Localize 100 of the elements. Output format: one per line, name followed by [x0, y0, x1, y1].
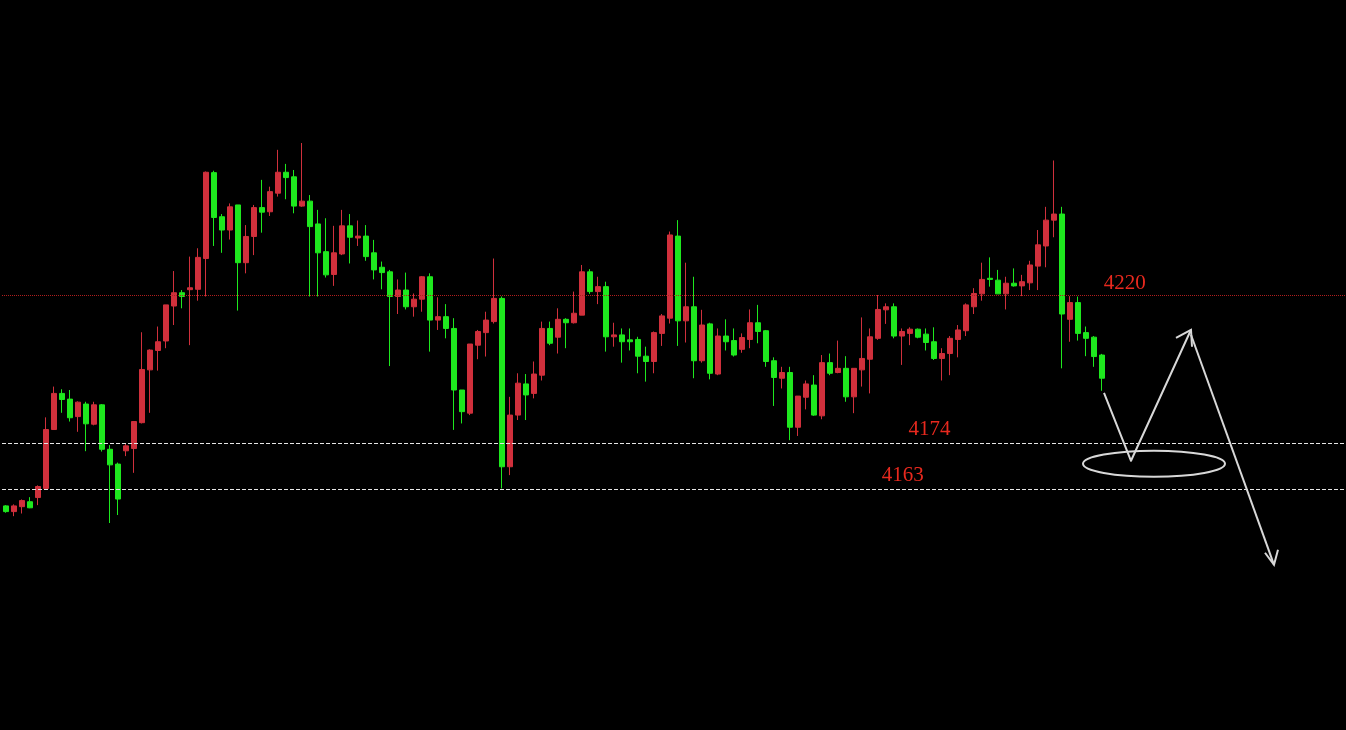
candlestick: [51, 386, 57, 431]
candlestick: [923, 327, 929, 351]
candlestick: [1035, 229, 1041, 291]
candlestick: [955, 324, 961, 358]
candlestick: [1091, 335, 1097, 368]
candlestick: [355, 220, 361, 247]
candlestick: [555, 307, 561, 355]
candlestick: [563, 317, 569, 349]
candlestick: [331, 225, 337, 287]
annotation: 4220: [1103, 269, 1146, 294]
candlestick: [1043, 206, 1049, 268]
candlestick: [643, 346, 649, 383]
candlestick: [211, 170, 217, 247]
candlestick: [891, 302, 897, 339]
candlestick: [291, 169, 297, 214]
candlestick: [11, 503, 17, 517]
candlestick: [723, 318, 729, 351]
candlestick: [579, 264, 585, 316]
candlestick: [1099, 353, 1105, 392]
candlestick: [859, 316, 865, 388]
candlestick: [627, 327, 633, 351]
candlestick: [187, 256, 193, 346]
candlestick: [283, 163, 289, 200]
candlestick: [139, 331, 145, 424]
candlestick: [1083, 326, 1089, 357]
candlestick: [819, 354, 825, 420]
candlestick: [107, 444, 113, 524]
candlestick: [75, 400, 81, 433]
candlestick: [499, 296, 505, 489]
candlestick: [795, 395, 801, 437]
candlestick: [843, 355, 849, 403]
candlestick: [371, 239, 377, 280]
candlestick: [387, 269, 393, 367]
candlestick: [251, 204, 257, 256]
candlestick: [539, 321, 545, 381]
candlestick: [651, 330, 657, 374]
candlestick: [595, 276, 601, 305]
candlestick: [267, 186, 273, 217]
candlestick: [603, 281, 609, 353]
candlestick: [747, 308, 753, 349]
candlestick: [683, 262, 689, 343]
candlestick: [827, 353, 833, 376]
candlestick: [771, 356, 777, 407]
candlestick: [147, 348, 153, 414]
candlestick: [91, 401, 97, 426]
candlestick: [347, 213, 353, 264]
candlestick: [699, 309, 705, 364]
candlestick: [547, 321, 553, 346]
candlestick: [931, 326, 937, 361]
candlestick: [763, 329, 769, 368]
candlestick: [851, 367, 857, 414]
candlestick: [35, 484, 41, 506]
candlestick: [171, 270, 177, 326]
candlestick: [675, 219, 681, 347]
candlestick: [395, 278, 401, 315]
candlestick: [907, 326, 913, 346]
candlestick: [1059, 206, 1065, 369]
candlestick: [379, 261, 385, 290]
candlestick: [67, 389, 73, 423]
candlestick: [99, 403, 105, 453]
candlestick: [899, 327, 905, 366]
candlestick: [971, 287, 977, 315]
candlestick: [803, 380, 809, 410]
candlestick: [435, 296, 441, 331]
candlestick: [491, 258, 497, 324]
candlestick: [259, 179, 265, 234]
candlestick: [123, 442, 129, 457]
candlestick: [731, 327, 737, 358]
candlestick: [299, 142, 305, 208]
candlestick: [427, 272, 433, 353]
candlestick: [275, 149, 281, 198]
candlestick: [867, 327, 873, 394]
candlestick: [115, 462, 121, 516]
candlestick: [667, 231, 673, 324]
candlestick: [507, 396, 513, 476]
candlestick: [515, 372, 521, 421]
candlestick: [195, 247, 201, 302]
candlestick: [3, 504, 9, 514]
candlestick: [963, 302, 969, 337]
candlestick: [203, 171, 209, 298]
candlestick: [19, 498, 25, 514]
candlestick: [883, 302, 889, 325]
candlestick: [43, 416, 49, 490]
candlestick: [419, 275, 425, 313]
candlestick: [323, 217, 329, 279]
candlestick: [467, 343, 473, 416]
candlestick: [779, 366, 785, 389]
candlestick: [755, 304, 761, 344]
candlestick: [59, 388, 65, 414]
candlestick: [1075, 296, 1081, 342]
candlestick: [1051, 159, 1057, 238]
candlestick: [875, 294, 881, 341]
candlestick: [235, 204, 241, 312]
candlestick: [715, 327, 721, 376]
candlestick: [179, 289, 185, 309]
candlestick: [443, 303, 449, 339]
candlestick: [635, 336, 641, 374]
candlestick: [315, 209, 321, 298]
candlestick: [835, 340, 841, 374]
candlestick: [691, 276, 697, 379]
